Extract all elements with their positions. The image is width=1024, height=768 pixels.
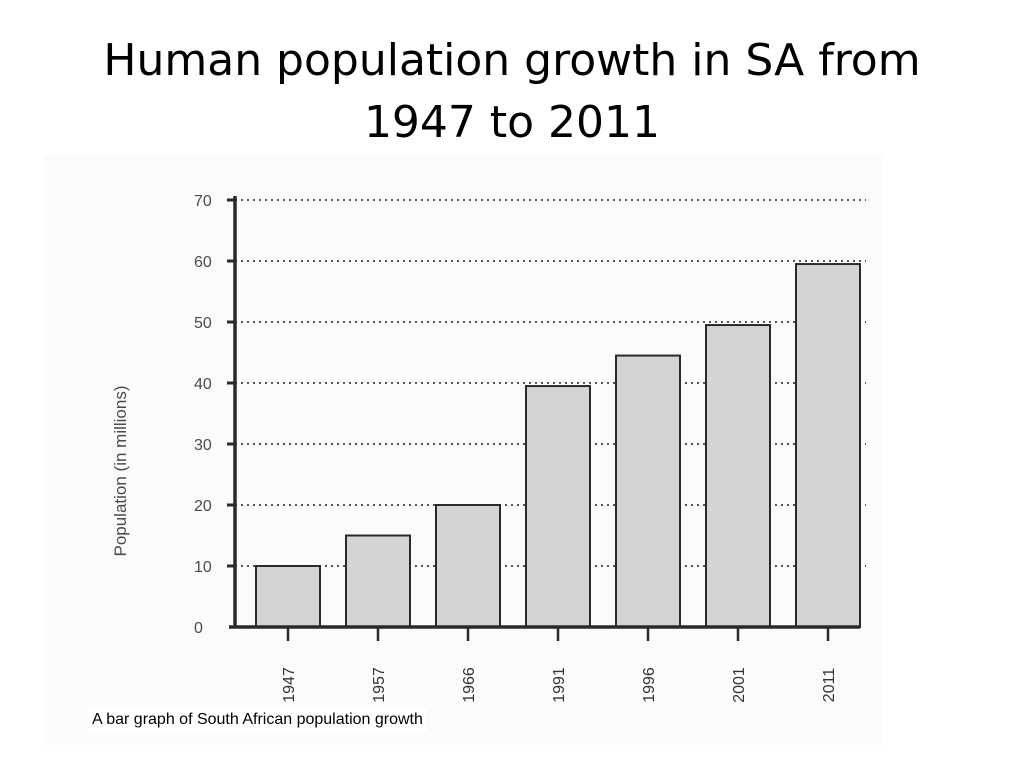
bar	[255, 565, 321, 628]
y-tick-label: 70	[194, 193, 212, 210]
y-tick-label: 0	[194, 620, 203, 637]
slide-title-line1: Human population growth in SA from	[103, 35, 921, 86]
x-category-label: 1947	[281, 667, 298, 703]
chart-panel: 0 10 20 30 40 50 60 70 1947 1957 1966 1991 1996 2001 2…	[44, 155, 882, 745]
x-category-label: 1966	[461, 667, 478, 703]
bar	[525, 385, 591, 628]
x-category-label: 1991	[551, 667, 568, 703]
chart-caption: A bar graph of South African population …	[88, 708, 427, 732]
x-category-label: 1957	[371, 667, 388, 703]
x-category-label: 1996	[641, 667, 658, 703]
slide-title-line2: 1947 to 2011	[363, 97, 661, 148]
bar	[615, 354, 681, 629]
y-tick-label: 50	[194, 315, 212, 332]
bar-chart: 0 10 20 30 40 50 60 70 1947 1957 1966 1991 1996 2001 2…	[111, 193, 866, 703]
bar	[435, 504, 501, 628]
y-tick-label: 40	[194, 376, 212, 393]
y-axis-title: Population (in millions)	[111, 385, 130, 556]
bar	[795, 263, 861, 629]
bar	[705, 324, 771, 629]
x-category-label: 2011	[821, 668, 838, 703]
x-category-label: 2001	[731, 667, 748, 703]
y-tick-label: 20	[194, 498, 212, 515]
y-tick-label: 60	[194, 254, 212, 271]
y-tick-label: 10	[194, 559, 212, 576]
bar	[345, 534, 411, 628]
slide-title: Human population growth in SA from 1947 …	[60, 30, 964, 154]
y-tick-label: 30	[194, 437, 212, 454]
